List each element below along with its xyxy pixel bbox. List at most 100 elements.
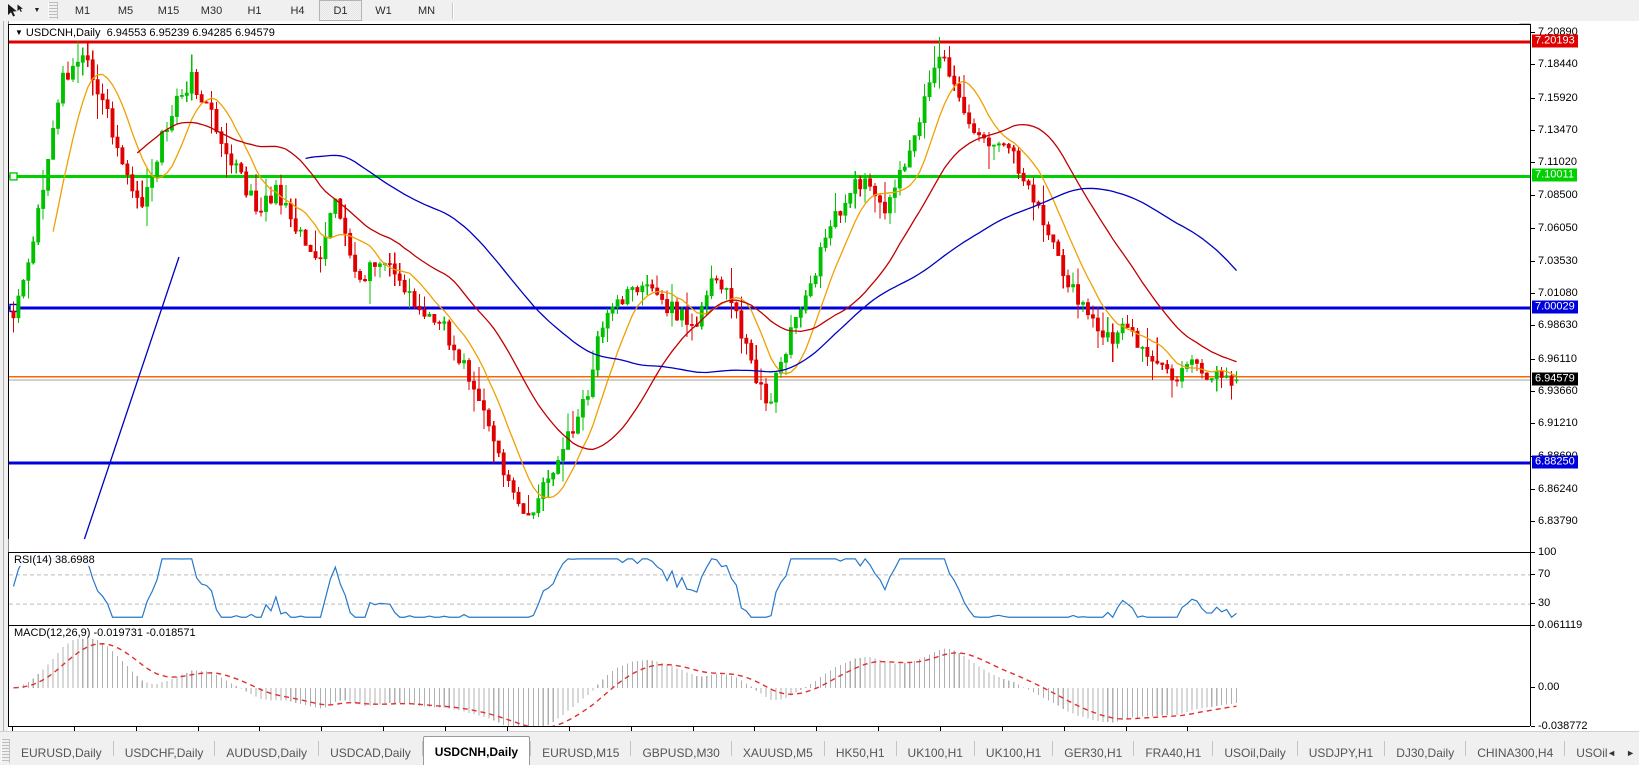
- time-axis-tick: [692, 727, 694, 731]
- rsi-axis-label: 0: [1538, 619, 1545, 631]
- chart-tab-ger30-h1[interactable]: GER30,H1: [1064, 746, 1123, 760]
- timeframe-button-h4[interactable]: H4: [290, 4, 305, 17]
- timeframe-button-w1[interactable]: W1: [375, 4, 392, 17]
- timeframe-button-m5[interactable]: M5: [117, 4, 134, 17]
- price-axis[interactable]: 7.20890 7.18440 7.15920 7.13470 7.11020 7.085…: [1530, 24, 1639, 732]
- chart-tab-usoil-daily[interactable]: USOil,Daily: [1224, 746, 1286, 760]
- chart-tab-gbpusd-m30[interactable]: GBPUSD,M30: [642, 746, 720, 760]
- price-axis-tick: [1531, 32, 1535, 34]
- chart-tab-usdjpy-h1[interactable]: USDJPY,H1: [1308, 746, 1374, 760]
- price-axis-tick: [1531, 195, 1535, 197]
- timeframe-button-h1[interactable]: H1: [247, 4, 262, 17]
- chart-tab-xauusd-m5[interactable]: XAUUSD,M5: [742, 746, 813, 760]
- price-axis-label: 7.03530: [1538, 254, 1578, 267]
- chart-tab-dj30-daily[interactable]: DJ30,Daily: [1396, 746, 1455, 760]
- price-axis-label: 6.83790: [1538, 514, 1578, 527]
- toolbar-drag-grip[interactable]: [48, 2, 58, 19]
- tab-divider: [530, 740, 532, 756]
- chart-tab-china300-h4[interactable]: CHINA300,H4: [1477, 746, 1554, 760]
- price-axis-badge[interactable]: 6.94579: [1532, 372, 1578, 386]
- rsi-axis-tick: [1531, 603, 1535, 605]
- rsi-plot: [9, 557, 1531, 619]
- timeframe-button-mn[interactable]: MN: [417, 4, 436, 17]
- macd-axis-label: 0.061119: [1538, 619, 1583, 631]
- chart-tab-audusd-daily[interactable]: AUDUSD,Daily: [226, 746, 308, 760]
- time-axis-tick: [197, 727, 199, 731]
- macd-axis-tick: [1531, 686, 1535, 688]
- chart-tab-usoil-d[interactable]: USOil,D: [1576, 746, 1608, 760]
- tab-divider: [895, 740, 897, 756]
- price-axis-tick: [1531, 325, 1535, 327]
- price-axis-label: 6.98630: [1538, 319, 1578, 332]
- tab-divider: [318, 740, 320, 756]
- macd-axis-tick: [1531, 625, 1535, 626]
- crosshair-cursor-icon[interactable]: [0, 1, 30, 21]
- time-axis-tick: [321, 727, 323, 731]
- chart-tab-eurusd-daily[interactable]: EURUSD,Daily: [21, 746, 102, 760]
- macd-axis-label: -0.038772: [1538, 720, 1588, 732]
- tabbar-drag-grip[interactable]: [1, 739, 10, 763]
- price-axis-tick: [1531, 260, 1535, 262]
- chart-tab-eurusd-m15[interactable]: EURUSD,M15: [542, 746, 620, 760]
- tab-divider: [214, 740, 216, 756]
- time-axis-tick: [630, 727, 632, 731]
- price-pane[interactable]: ▼ USDCNH,Daily 6.94553 6.95239 6.94285 6.…: [8, 24, 1531, 539]
- price-axis-tick: [1531, 162, 1535, 164]
- rsi-axis-label: 100: [1538, 546, 1557, 558]
- toolbar-separator: [452, 2, 454, 19]
- tab-divider: [1052, 740, 1054, 756]
- time-axis-tick: [73, 727, 75, 731]
- price-axis-label: 7.06050: [1538, 221, 1578, 234]
- timeframe-button-d1[interactable]: D1: [319, 0, 362, 21]
- tab-divider: [1564, 740, 1566, 756]
- tab-divider: [1212, 740, 1214, 756]
- chart-tab-hk50-h1[interactable]: HK50,H1: [835, 746, 885, 760]
- time-axis-tick: [259, 727, 261, 731]
- time-axis-tick: [939, 727, 941, 731]
- chart-tab-uk100-h1[interactable]: UK100,H1: [985, 746, 1042, 760]
- scroll-left-icon[interactable]: ◄: [1607, 748, 1617, 758]
- chart-tab-fra40-h1[interactable]: FRA40,H1: [1145, 746, 1202, 760]
- rsi-pane[interactable]: RSI(14) 38.6988: [8, 552, 1531, 626]
- chart-tab-usdcnh-daily[interactable]: USDCNH,Daily: [422, 736, 531, 765]
- macd-axis-tick: [1531, 726, 1535, 727]
- tab-divider: [1296, 740, 1298, 756]
- price-axis-tick: [1531, 488, 1535, 490]
- tab-divider: [1133, 740, 1135, 756]
- chart-ohlc-values: 6.94553 6.95239 6.94285 6.94579: [106, 27, 275, 39]
- chevron-down-icon[interactable]: ▼: [33, 7, 41, 14]
- price-axis-label: 7.13470: [1538, 123, 1578, 136]
- timeframe-button-group: M1 M5 M15 M30 H1 H4 D1 W1 MN: [61, 0, 448, 21]
- price-axis-tick: [1531, 64, 1535, 66]
- chart-menu-caret-icon[interactable]: ▼: [15, 28, 23, 37]
- tab-divider: [630, 740, 632, 756]
- candlestick-plot: [9, 37, 1531, 539]
- macd-pane[interactable]: MACD(12,26,9) -0.019731 -0.018571: [8, 625, 1531, 727]
- chart-tab-bar: EURUSD,Daily USDCHF,Daily AUDUSD,Daily USDC…: [0, 731, 1639, 765]
- chart-tab-usdcad-daily[interactable]: USDCAD,Daily: [330, 746, 411, 760]
- chart-symbol-label: USDCNH,Daily: [25, 27, 101, 39]
- price-axis-label: 7.18440: [1538, 58, 1578, 71]
- rsi-axis-label: 70: [1538, 567, 1551, 580]
- timeframe-button-m15[interactable]: M15: [157, 4, 180, 17]
- scroll-right-icon[interactable]: ►: [1626, 748, 1635, 758]
- price-axis-badge[interactable]: 7.20193: [1532, 34, 1578, 48]
- tab-divider: [1465, 740, 1467, 756]
- price-axis-badge[interactable]: 7.10011: [1532, 168, 1577, 182]
- chart-tab-uk100-h1[interactable]: UK100,H1: [907, 746, 963, 760]
- price-axis-label: 6.86240: [1538, 482, 1578, 495]
- time-axis-tick: [1063, 727, 1065, 731]
- price-axis-tick: [1531, 227, 1535, 229]
- price-axis-badge[interactable]: 6.88250: [1532, 455, 1578, 469]
- chart-tab-usdchf-daily[interactable]: USDCHF,Daily: [124, 746, 204, 760]
- tab-divider: [730, 740, 732, 756]
- price-axis-badge[interactable]: 7.00029: [1532, 300, 1578, 314]
- timeframe-button-m1[interactable]: M1: [74, 4, 91, 17]
- macd-axis-label: 0.00: [1538, 680, 1560, 693]
- timeframe-button-m30[interactable]: M30: [200, 4, 223, 17]
- time-axis-tick: [383, 727, 385, 731]
- chart-area: ▼ USDCNH,Daily 6.94553 6.95239 6.94285 6.…: [0, 21, 1639, 753]
- chart-header[interactable]: ▼ USDCNH,Daily 6.94553 6.95239 6.94285 6.…: [13, 27, 277, 39]
- price-axis-label: 7.11020: [1538, 156, 1577, 169]
- price-axis-label: 7.08500: [1538, 189, 1578, 202]
